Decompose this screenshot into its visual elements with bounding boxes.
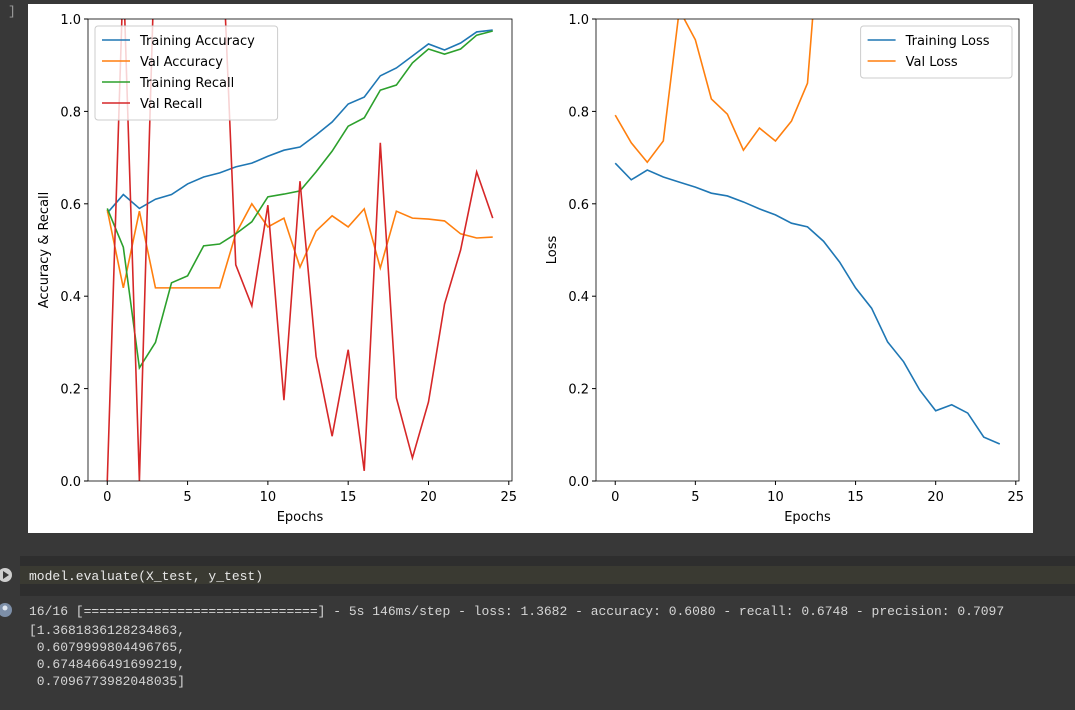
x-axis-label: Epochs: [277, 510, 324, 525]
x-tick-label: 0: [611, 490, 619, 505]
y-tick-label: 0.6: [60, 198, 81, 213]
cell-bracket: ]: [8, 4, 16, 19]
x-tick-label: 15: [847, 490, 864, 505]
x-tick-label: 20: [420, 490, 437, 505]
series-line: [106, 202, 493, 289]
y-tick-label: 0.8: [568, 105, 589, 120]
legend-label: Training Loss: [905, 34, 990, 49]
plot-area: [614, 19, 1001, 445]
y-tick-label: 0.8: [60, 105, 81, 120]
y-tick-label: 0.4: [568, 290, 589, 305]
plot-area: [106, 19, 494, 481]
axes-frame: [87, 18, 513, 482]
x-tick-label: 0: [103, 490, 111, 505]
output-line: 0.7096773982048035]: [29, 674, 185, 689]
x-tick-label: 15: [340, 490, 357, 505]
x-tick-label: 10: [260, 490, 277, 505]
legend-label: Training Recall: [139, 76, 234, 91]
legend-label: Val Accuracy: [140, 55, 223, 70]
code-line-bg: [20, 566, 1075, 584]
x-tick-label: 25: [1008, 490, 1025, 505]
series-line: [614, 19, 814, 164]
legend-label: Val Loss: [906, 55, 958, 70]
y-tick-label: 1.0: [60, 13, 81, 28]
y-tick-label: 0.2: [60, 383, 81, 398]
y-tick-label: 0.6: [568, 198, 589, 213]
legend-label: Val Recall: [140, 97, 202, 112]
output-line: [1.3681836128234863,: [29, 623, 185, 638]
y-tick-label: 0.0: [568, 475, 589, 490]
code: model.evaluate(X_test, y_test): [29, 569, 263, 584]
series-line: [614, 162, 1001, 445]
output-icon-head: [2, 605, 8, 611]
y-tick-label: 0.2: [568, 383, 589, 398]
output-line: 0.6748466491699219,: [29, 657, 185, 672]
x-tick-label: 5: [691, 490, 699, 505]
y-tick-label: 0.4: [60, 290, 81, 305]
x-tick-label: 20: [927, 490, 944, 505]
legend-box: [860, 25, 1013, 79]
x-tick-label: 25: [501, 490, 518, 505]
x-tick-label: 5: [183, 490, 191, 505]
output-line: 0.6079999804496765,: [29, 640, 185, 655]
y-axis-label: Accuracy & Recall: [37, 192, 52, 309]
y-tick-label: 1.0: [568, 13, 589, 28]
legend-label: Training Accuracy: [139, 34, 255, 49]
run-icon: [3, 571, 9, 579]
axes-frame: [595, 18, 1020, 482]
series-line: [106, 19, 494, 481]
legend-box: [94, 25, 279, 121]
y-tick-label: 0.0: [60, 475, 81, 490]
y-axis-label: Loss: [545, 236, 560, 265]
series-line: [106, 29, 493, 214]
output-progress: 16/16 [==============================] -…: [29, 604, 1004, 619]
x-axis-label: Epochs: [784, 510, 831, 525]
x-tick-label: 10: [767, 490, 784, 505]
